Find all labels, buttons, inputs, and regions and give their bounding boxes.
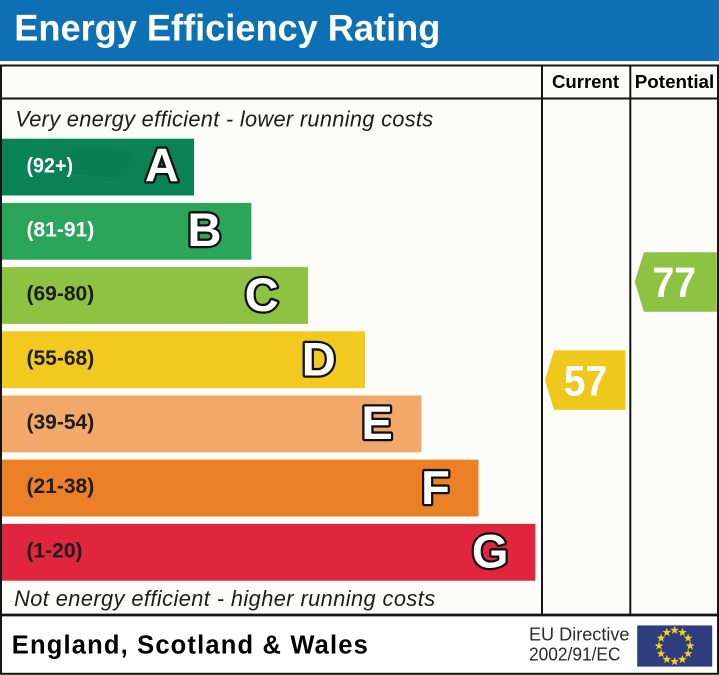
- svg-text:77: 77: [653, 259, 697, 307]
- svg-text:(92+): (92+): [27, 154, 74, 177]
- svg-text:(1-20): (1-20): [27, 539, 83, 562]
- svg-text:D: D: [302, 333, 336, 386]
- svg-text:(55-68): (55-68): [27, 347, 95, 370]
- svg-text:England, Scotland & Wales: England, Scotland & Wales: [12, 631, 368, 659]
- svg-text:A: A: [145, 138, 179, 191]
- svg-text:57: 57: [564, 358, 608, 406]
- svg-text:C: C: [245, 268, 279, 321]
- svg-text:Very energy efficient - lower: Very energy efficient - lower running co…: [15, 107, 433, 132]
- svg-text:G: G: [472, 525, 509, 578]
- svg-text:(21-38): (21-38): [27, 475, 95, 498]
- svg-text:Energy Efficiency Rating: Energy Efficiency Rating: [14, 8, 440, 49]
- svg-text:F: F: [421, 461, 450, 514]
- svg-text:Potential: Potential: [635, 71, 715, 92]
- svg-text:(69-80): (69-80): [27, 283, 95, 306]
- svg-text:B: B: [188, 203, 222, 256]
- svg-text:EU Directive: EU Directive: [529, 625, 630, 645]
- svg-text:Not energy efficient - higher: Not energy efficient - higher running co…: [14, 586, 435, 611]
- svg-text:Current: Current: [552, 71, 619, 92]
- svg-text:E: E: [361, 396, 392, 449]
- svg-text:2002/91/EC: 2002/91/EC: [529, 644, 621, 664]
- svg-text:(39-54): (39-54): [27, 411, 95, 434]
- svg-text:(81-91): (81-91): [27, 219, 95, 242]
